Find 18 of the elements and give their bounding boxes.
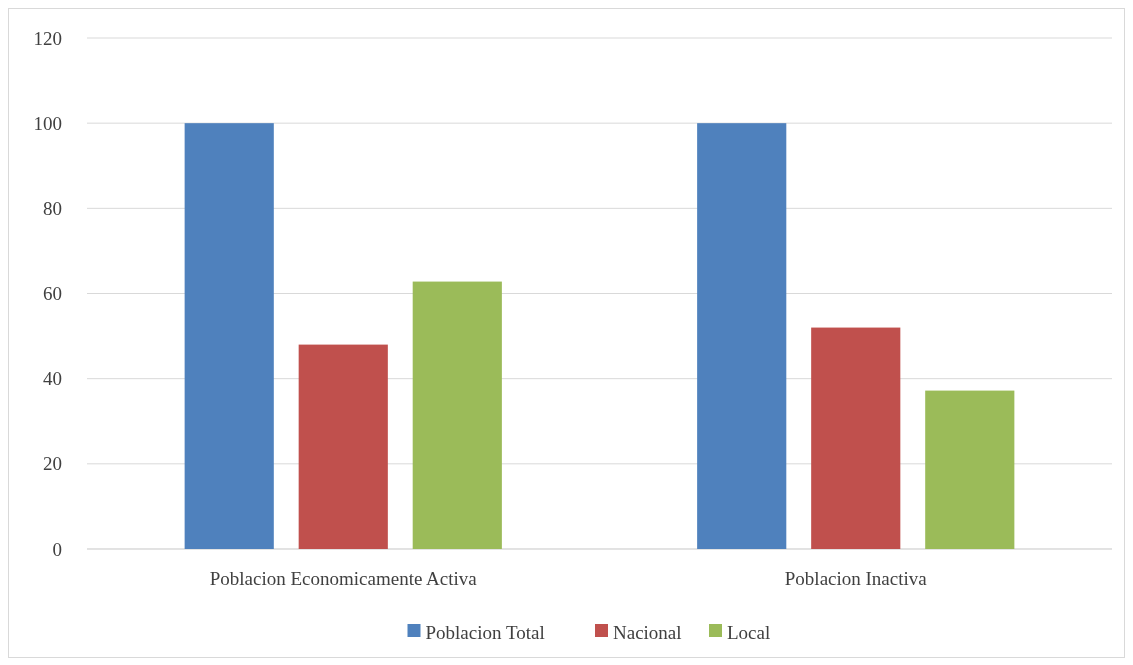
x-tick-label: Poblacion Economicamente Activa [209, 568, 478, 589]
legend-label: Nacional [613, 621, 682, 643]
x-tick-label: Poblacion Inactiva [784, 568, 928, 589]
bar [811, 327, 901, 549]
y-tick-label: 0 [52, 538, 62, 560]
bar [697, 123, 787, 549]
legend-label: Poblacion Total [425, 621, 545, 643]
y-tick-label: 120 [33, 27, 62, 49]
y-tick-label: 40 [43, 368, 62, 390]
y-tick-label: 100 [33, 112, 62, 134]
y-tick-label: 80 [43, 197, 62, 219]
bar [412, 281, 502, 549]
y-tick-label: 60 [43, 283, 62, 305]
bar [298, 344, 388, 549]
bar [925, 390, 1015, 549]
y-tick-label: 20 [43, 453, 62, 475]
bar [184, 123, 274, 549]
legend-label: Local [727, 621, 771, 643]
